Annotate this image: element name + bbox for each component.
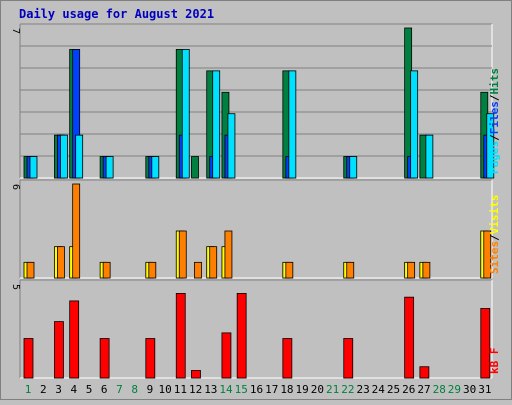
bar-pages-day-6: [105, 156, 114, 179]
legend-item: Sites: [488, 241, 501, 274]
bar-sites-day-14: [224, 230, 233, 279]
legend-kbytes: kB F: [488, 348, 501, 375]
x-tick-label: 8: [131, 383, 138, 396]
legend-item: kB F: [488, 348, 501, 375]
bar-hits-day-12: [191, 156, 199, 179]
x-tick-label: 14: [219, 383, 233, 396]
bar-kb-f-day-6: [99, 338, 110, 379]
bar-kb-f-day-1: [23, 338, 34, 379]
x-tick-label: 1: [25, 383, 32, 396]
chart-title: Daily usage for August 2021: [19, 7, 214, 21]
bar-sites-day-11: [178, 230, 187, 279]
x-tick-label: 31: [478, 383, 491, 396]
bar-sites-day-1: [26, 261, 35, 279]
bar-pages-day-13: [212, 70, 221, 179]
bar-pages-day-18: [288, 70, 297, 179]
x-tick-label: 26: [402, 383, 415, 396]
bar-pages-day-26: [410, 70, 419, 179]
x-tick-label: 29: [448, 383, 461, 396]
x-tick-label: 5: [86, 383, 93, 396]
bar-kb-f-day-4: [69, 300, 80, 379]
x-tick-label: 28: [433, 383, 446, 396]
legend-separator: /: [488, 234, 501, 241]
bar-kb-f-day-26: [404, 296, 415, 379]
x-tick-label: 17: [265, 383, 278, 396]
legend-separator: /: [488, 94, 501, 101]
x-tick-label: 2: [40, 383, 47, 396]
bar-pages-day-22: [349, 156, 358, 179]
bar-kb-f-day-9: [145, 338, 156, 379]
bar-kb-f-day-18: [282, 338, 293, 379]
x-tick-label: 10: [159, 383, 172, 396]
bar-pages-day-11: [181, 49, 190, 179]
x-tick-label: 25: [387, 383, 400, 396]
x-tick-label: 9: [147, 383, 154, 396]
x-tick-label: 16: [250, 383, 263, 396]
x-tick-label: 4: [70, 383, 77, 396]
bar-kb-f-day-14: [221, 332, 232, 379]
ymax-label: 7: [10, 28, 21, 34]
x-tick-label: 11: [174, 383, 187, 396]
bar-pages-day-3: [60, 134, 68, 179]
bar-pages-day-31: [486, 113, 495, 179]
bar-pages-day-27: [425, 134, 434, 179]
bar-kb-f-day-11: [175, 292, 186, 379]
bar-pages-day-4: [75, 134, 84, 179]
bar-sites-day-27: [422, 261, 431, 279]
bar-sites-day-22: [346, 261, 355, 279]
panel-bg: [20, 280, 492, 378]
legend-hits-files-pages: Pages/Files/Hits: [488, 68, 501, 174]
x-tick-label: 12: [189, 383, 202, 396]
x-tick-label: 6: [101, 383, 108, 396]
x-tick-label: 13: [204, 383, 217, 396]
x-tick-label: 7: [116, 383, 123, 396]
legend-item: Files: [488, 101, 501, 134]
panel-bg: [20, 180, 492, 278]
bar-sites-day-18: [285, 261, 294, 279]
legend-item: Pages: [488, 141, 501, 174]
ymax-label: 6: [10, 184, 21, 190]
legend-separator: /: [488, 134, 501, 141]
bar-kb-f-day-12: [191, 370, 201, 379]
panel-kbytes: 5 kB F: [10, 279, 501, 379]
bar-kb-f-day-31: [480, 308, 491, 379]
legend-item: Hits: [488, 68, 501, 95]
bar-sites-day-9: [148, 261, 157, 279]
legend-item: Visits: [488, 195, 501, 235]
panel-visits-sites: 6 Sites/Visits: [10, 179, 501, 279]
bar-kb-f-day-22: [343, 338, 354, 379]
x-tick-label: 30: [463, 383, 476, 396]
x-tick-label: 24: [372, 383, 386, 396]
x-tick-label: 19: [296, 383, 309, 396]
bar-pages-day-14: [227, 113, 236, 179]
bar-sites-day-4: [72, 183, 81, 279]
bar-sites-day-13: [209, 246, 218, 279]
bar-kb-f-day-3: [54, 321, 64, 379]
x-tick-label: 18: [280, 383, 293, 396]
bar-sites-day-31: [483, 230, 492, 279]
bar-kb-f-day-27: [419, 366, 430, 379]
bar-sites-day-26: [407, 261, 416, 279]
x-tick-label: 22: [341, 383, 354, 396]
ymax-label: 5: [10, 284, 21, 290]
bar-sites-day-6: [102, 261, 111, 279]
bar-sites-day-12: [194, 261, 202, 279]
bar-pages-day-9: [151, 156, 160, 179]
bar-kb-f-day-15: [236, 292, 247, 379]
x-tick-label: 21: [326, 383, 339, 396]
x-tick-label: 20: [311, 383, 324, 396]
bar-sites-day-3: [57, 246, 65, 279]
x-tick-label: 3: [55, 383, 62, 396]
x-tick-label: 27: [417, 383, 430, 396]
legend-visits-sites: Sites/Visits: [488, 195, 501, 275]
x-tick-label: 15: [235, 383, 248, 396]
x-tick-label: 23: [356, 383, 369, 396]
bar-pages-day-1: [29, 156, 38, 179]
